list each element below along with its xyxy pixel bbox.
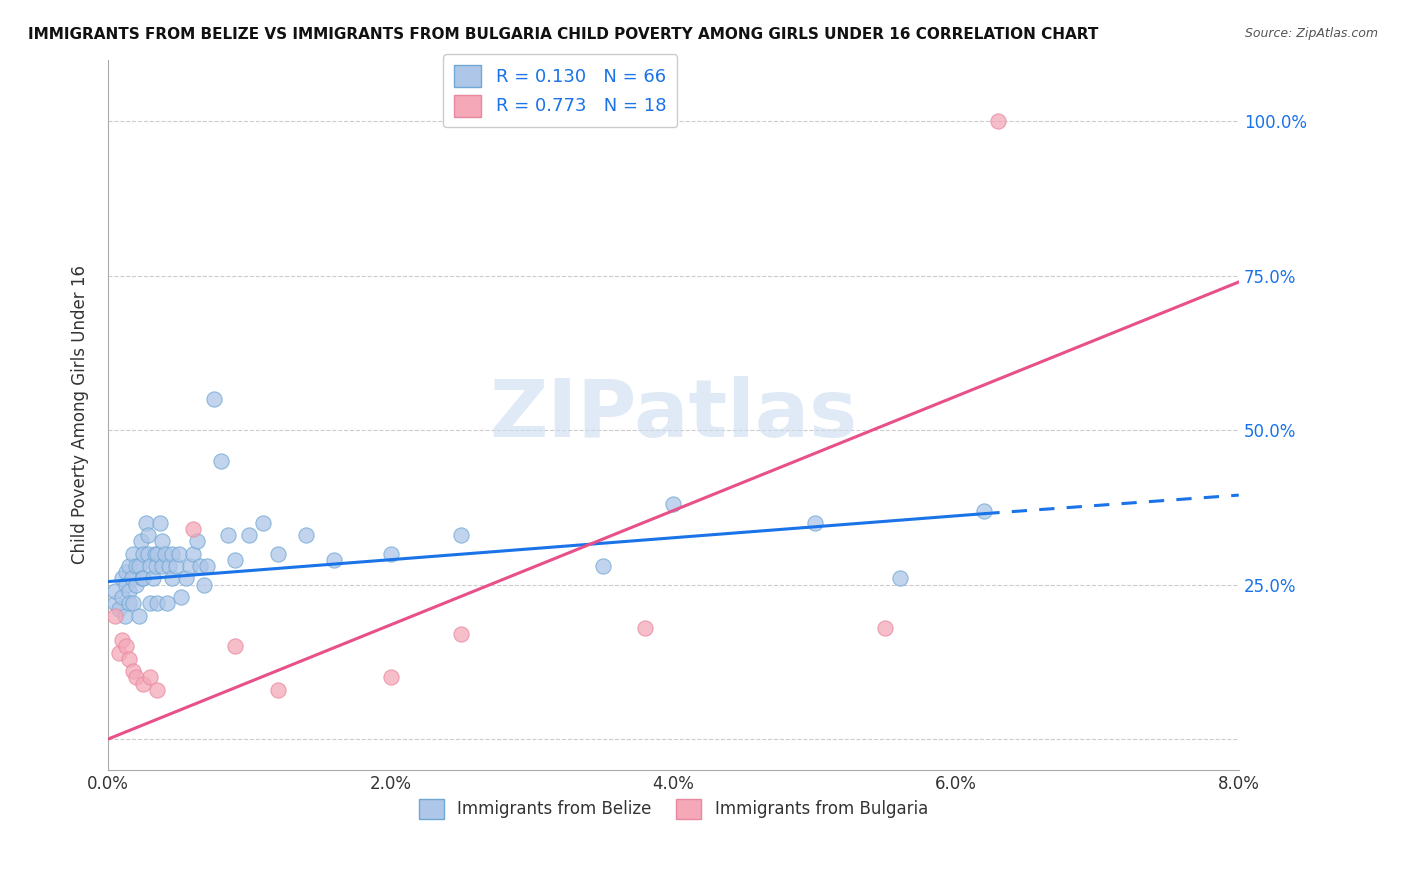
Point: [160, 572, 183, 586]
Point: [136, 528, 159, 542]
Y-axis label: Child Poverty Among Girls Under 16: Child Poverty Among Girls Under 16: [72, 265, 89, 565]
Point: [146, 682, 169, 697]
Point: [224, 640, 246, 654]
Point: [139, 670, 162, 684]
Point: [167, 547, 190, 561]
Point: [108, 646, 131, 660]
Point: [238, 528, 260, 542]
Point: [139, 559, 162, 574]
Point: [150, 534, 173, 549]
Point: [149, 516, 172, 530]
Point: [104, 583, 127, 598]
Point: [121, 572, 143, 586]
Point: [132, 676, 155, 690]
Point: [150, 559, 173, 574]
Point: [179, 559, 201, 574]
Point: [118, 652, 141, 666]
Point: [252, 516, 274, 530]
Point: [174, 572, 197, 586]
Text: IMMIGRANTS FROM BELIZE VS IMMIGRANTS FROM BULGARIA CHILD POVERTY AMONG GIRLS UND: IMMIGRANTS FROM BELIZE VS IMMIGRANTS FRO…: [28, 27, 1098, 42]
Point: [156, 596, 179, 610]
Point: [111, 590, 134, 604]
Point: [181, 522, 204, 536]
Point: [136, 547, 159, 561]
Point: [125, 670, 148, 684]
Point: [380, 670, 402, 684]
Point: [803, 516, 825, 530]
Point: [217, 528, 239, 542]
Point: [450, 528, 472, 542]
Point: [104, 608, 127, 623]
Point: [209, 454, 232, 468]
Point: [115, 566, 138, 580]
Point: [122, 547, 145, 561]
Point: [139, 596, 162, 610]
Point: [170, 590, 193, 604]
Point: [104, 596, 127, 610]
Point: [323, 553, 346, 567]
Point: [889, 572, 911, 586]
Point: [450, 627, 472, 641]
Point: [111, 633, 134, 648]
Point: [157, 559, 180, 574]
Point: [662, 497, 685, 511]
Point: [111, 572, 134, 586]
Point: [195, 559, 218, 574]
Point: [118, 559, 141, 574]
Point: [146, 596, 169, 610]
Point: [165, 559, 187, 574]
Point: [634, 621, 657, 635]
Point: [135, 516, 157, 530]
Point: [987, 114, 1010, 128]
Point: [145, 559, 167, 574]
Point: [160, 547, 183, 561]
Text: Source: ZipAtlas.com: Source: ZipAtlas.com: [1244, 27, 1378, 40]
Point: [122, 596, 145, 610]
Point: [115, 577, 138, 591]
Point: [114, 608, 136, 623]
Point: [129, 534, 152, 549]
Point: [125, 577, 148, 591]
Point: [188, 559, 211, 574]
Point: [146, 547, 169, 561]
Point: [592, 559, 614, 574]
Legend: Immigrants from Belize, Immigrants from Bulgaria: Immigrants from Belize, Immigrants from …: [412, 792, 935, 826]
Point: [181, 547, 204, 561]
Point: [132, 572, 155, 586]
Point: [186, 534, 208, 549]
Point: [266, 547, 288, 561]
Point: [380, 547, 402, 561]
Point: [131, 572, 153, 586]
Point: [143, 547, 166, 561]
Point: [122, 664, 145, 678]
Point: [295, 528, 318, 542]
Point: [973, 503, 995, 517]
Point: [266, 682, 288, 697]
Point: [108, 602, 131, 616]
Point: [202, 392, 225, 407]
Point: [128, 608, 150, 623]
Point: [132, 547, 155, 561]
Point: [153, 547, 176, 561]
Point: [128, 559, 150, 574]
Point: [118, 583, 141, 598]
Point: [193, 577, 215, 591]
Point: [125, 559, 148, 574]
Point: [142, 572, 165, 586]
Point: [115, 640, 138, 654]
Point: [118, 596, 141, 610]
Point: [224, 553, 246, 567]
Point: [875, 621, 897, 635]
Text: ZIPatlas: ZIPatlas: [489, 376, 858, 454]
